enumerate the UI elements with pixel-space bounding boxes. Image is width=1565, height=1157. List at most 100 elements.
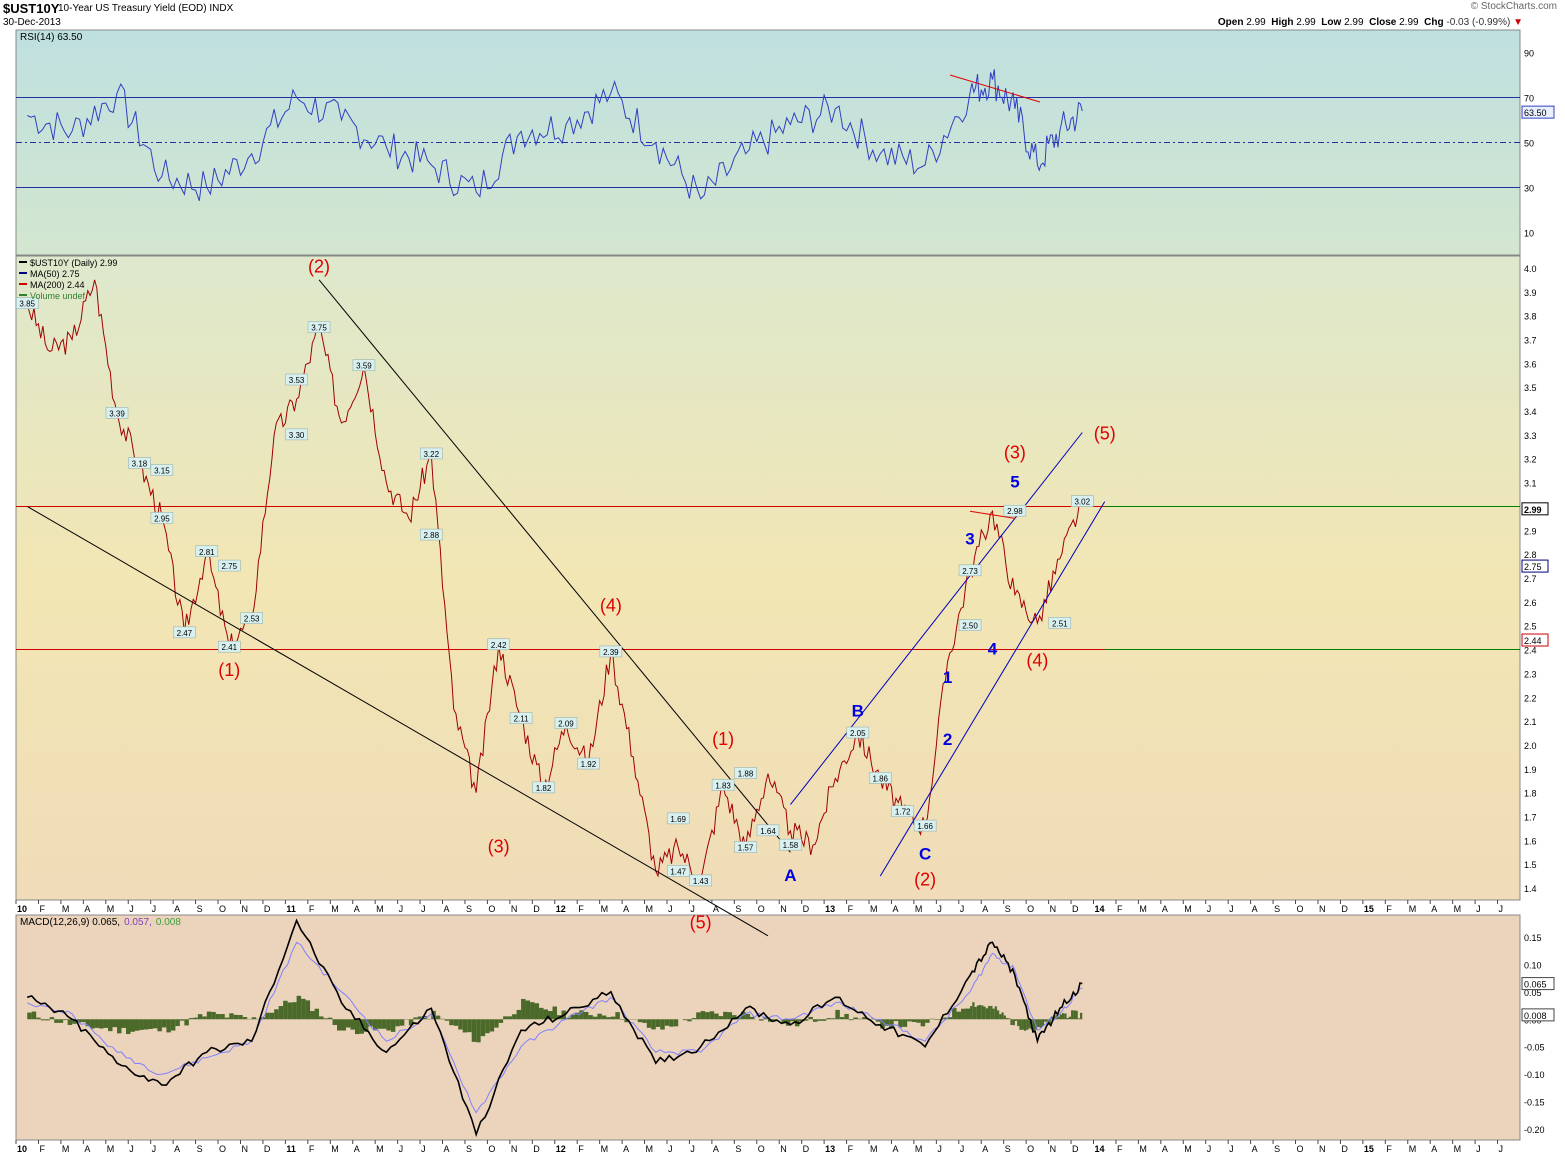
macd-tick-label: 0.05 <box>1524 988 1542 998</box>
x-tick-label: M <box>870 904 878 914</box>
x-tick-label: A <box>354 904 360 914</box>
macd-histogram-bar <box>76 1019 82 1023</box>
macd-legend: MACD(12,26,9) 0.065, 0.057, 0.008 <box>20 917 181 928</box>
macd-histogram-bar <box>283 1000 288 1020</box>
x-tick-label: S <box>735 904 741 914</box>
open-label: Open <box>1217 17 1244 28</box>
macd-histogram-bar <box>530 1002 535 1020</box>
wave-label: (3) <box>1004 443 1026 463</box>
price-label: 1.72 <box>895 808 911 817</box>
macd-histogram-bar <box>880 1019 885 1029</box>
price-label-box <box>554 717 578 729</box>
macd-x-tick-label: N <box>780 1144 787 1154</box>
price-label: 2.47 <box>177 629 193 638</box>
trendline-3 <box>879 501 1106 877</box>
macd-histogram-bar <box>981 1005 984 1020</box>
macd-histogram-bar <box>781 1019 786 1024</box>
macd-histogram-bar <box>1048 1019 1051 1025</box>
macd-x-tick-label: M <box>1184 1144 1192 1154</box>
macd-histogram-bar <box>898 1019 903 1028</box>
wave-label: 2 <box>943 730 952 749</box>
x-tick-label: M <box>62 904 70 914</box>
price-tag-text: 2.75 <box>1524 562 1542 572</box>
macd-x-tick-label: S <box>197 1144 203 1154</box>
price-label: 3.59 <box>356 362 372 371</box>
macd-histogram-bar <box>440 1018 445 1020</box>
price-tick-label: 2.2 <box>1524 693 1537 703</box>
price-label-box <box>487 638 510 651</box>
macd-x-tick-label: M <box>1454 1144 1462 1154</box>
rsi-value-tag <box>1521 105 1555 119</box>
price-label: 2.05 <box>850 729 866 738</box>
macd-histogram-bar <box>848 1019 854 1021</box>
x-tick-label: S <box>1005 904 1011 914</box>
macd-histogram-bar <box>296 995 302 1020</box>
macd-histogram-bar <box>1064 1013 1067 1020</box>
macd-tick-label: -0.20 <box>1524 1125 1545 1135</box>
price-label: 2.39 <box>603 648 619 657</box>
macd-histogram-bar <box>417 1016 423 1020</box>
price-label: 2.53 <box>244 615 260 624</box>
symbol: $UST10Y <box>3 1 60 16</box>
x-tick-label: F <box>309 904 315 914</box>
price-label-box <box>1048 617 1072 629</box>
price-label-box <box>420 528 443 541</box>
price-label: 2.50 <box>962 622 978 631</box>
macd-histogram-bar <box>1001 1012 1004 1020</box>
x-tick-label: A <box>1162 904 1168 914</box>
macd-x-tick-label: A <box>444 1144 450 1154</box>
price-label: 2.73 <box>962 567 978 576</box>
x-tick-label: N <box>780 904 787 914</box>
x-tick-label: A <box>713 904 719 914</box>
price-label-box <box>689 874 712 887</box>
macd-legend-main: MACD(12,26,9) 0.065, <box>20 917 120 928</box>
macd-x-tick-label: J <box>668 1144 673 1154</box>
macd-histogram-bar <box>660 1019 665 1030</box>
price-label-box <box>666 865 690 877</box>
price-label-box <box>846 726 870 739</box>
price-tick-label: 3.1 <box>1524 479 1537 489</box>
macd-histogram-bar <box>1080 1012 1083 1020</box>
macd-tag-text: 0.065 <box>1524 980 1547 990</box>
macd-x-tick-label: J <box>399 1144 404 1154</box>
macd-histogram-bar <box>990 1005 993 1020</box>
price-label: 1.43 <box>693 877 709 886</box>
price-label: 2.95 <box>154 514 170 523</box>
wave-label: 1 <box>943 668 952 687</box>
x-tick-label: J <box>399 904 404 914</box>
price-label: 2.81 <box>199 548 215 557</box>
wave-label: (2) <box>308 257 330 277</box>
macd-x-tick-label: M <box>331 1144 339 1154</box>
macd-histogram-bar <box>516 1009 522 1020</box>
macd-histogram-bar <box>705 1012 710 1020</box>
macd-histogram-bar <box>233 1014 239 1020</box>
price-label: 3.75 <box>311 324 327 333</box>
macd-histogram-bar <box>458 1019 463 1030</box>
macd-x-tick-label: S <box>1005 1144 1011 1154</box>
macd-histogram-bar <box>67 1019 73 1025</box>
chg-value: -0.03 (-0.99%) <box>1446 17 1511 28</box>
macd-histogram-bar <box>184 1019 189 1026</box>
macd-histogram-bar <box>54 1019 59 1023</box>
price-tick-label: 3.2 <box>1524 455 1537 465</box>
macd-histogram-bar <box>485 1019 490 1034</box>
macd-histogram-bar <box>103 1019 109 1028</box>
price-tick-label: 3.4 <box>1524 407 1537 417</box>
macd-x-tick-label: F <box>39 1144 45 1154</box>
macd-histogram-bar <box>1005 1018 1009 1020</box>
x-tick-label: 10 <box>17 904 27 914</box>
chg-label: Chg <box>1424 17 1444 28</box>
macd-histogram-bar <box>534 1003 540 1020</box>
macd-histogram-bar <box>1044 1019 1047 1022</box>
macd-x-tick-label: J <box>937 1144 942 1154</box>
close-label: Close <box>1369 17 1397 28</box>
price-label-box <box>734 841 757 853</box>
macd-histogram-bar <box>139 1019 144 1030</box>
macd-histogram-bar <box>979 1004 982 1020</box>
macd-histogram-bar <box>1050 1016 1054 1020</box>
macd-x-tick-label: A <box>1431 1144 1437 1154</box>
price-label-box <box>958 564 982 577</box>
price-label: 1.69 <box>670 815 686 824</box>
price-label-box <box>756 824 780 837</box>
macd-histogram-bar <box>211 1011 216 1020</box>
